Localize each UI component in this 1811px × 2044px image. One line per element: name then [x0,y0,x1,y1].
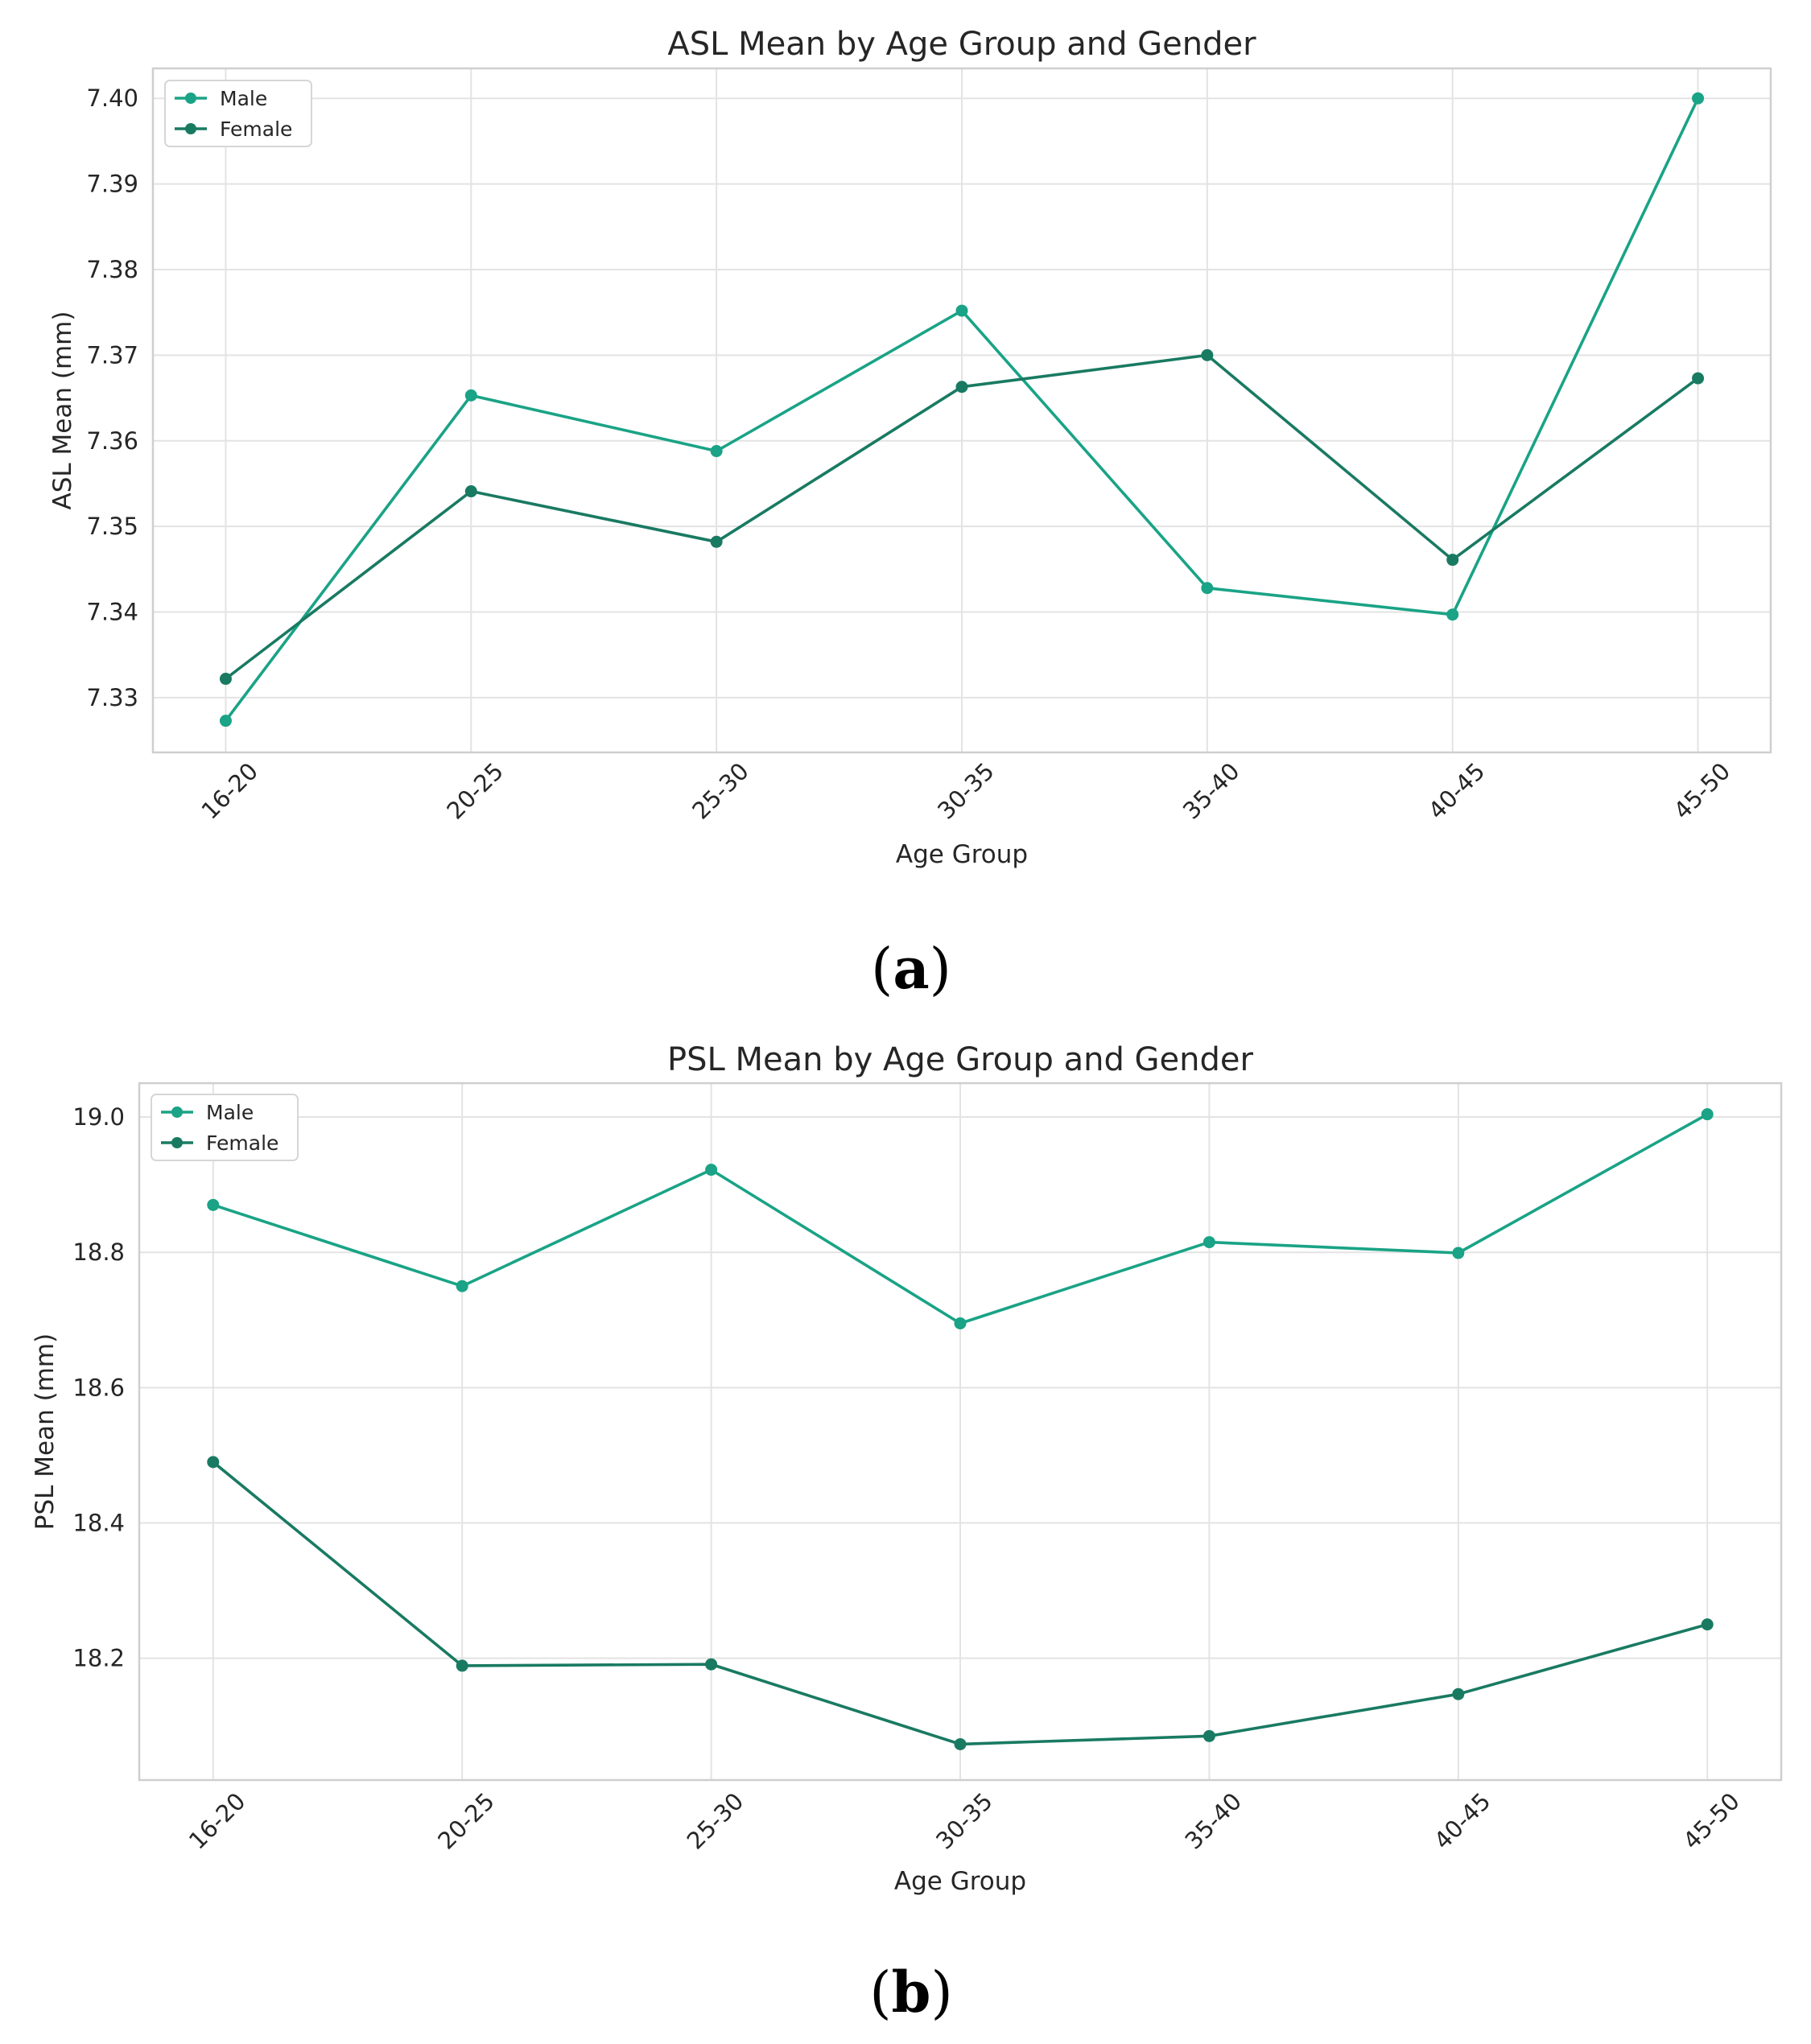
psl-grid [139,1083,1781,1780]
asl-female-point-16-20 [219,673,232,686]
asl-y-tick-label: 7.37 [86,341,138,369]
asl-legend-male-marker [185,93,196,104]
psl-y-tick-label: 18.6 [72,1374,125,1401]
asl-female-point-45-50 [1692,372,1705,385]
psl-female-point-40-45 [1452,1688,1465,1700]
asl-legend-male-label: Male [220,87,267,110]
asl-legend-female-marker [185,123,196,134]
asl-female-point-35-40 [1201,348,1214,361]
asl-male-point-35-40 [1201,582,1214,595]
psl-y-tick-labels: 18.2 18.4 18.6 18.8 19.0 [72,1103,125,1672]
asl-legend: Male Female [164,80,312,147]
asl-male-point-25-30 [710,445,723,458]
psl-female-point-45-50 [1701,1618,1714,1631]
psl-legend-female-marker [171,1137,183,1148]
psl-male-point-30-35 [954,1317,967,1329]
psl-male-point-20-25 [456,1280,468,1292]
asl-female-point-25-30 [710,535,723,548]
psl-female-point-16-20 [207,1456,220,1469]
psl-female-point-25-30 [705,1658,718,1671]
asl-legend-female-label: Female [220,117,292,141]
asl-y-tick-label: 7.33 [86,684,138,711]
psl-y-tick-label: 19.0 [72,1103,125,1131]
psl-female-point-35-40 [1203,1729,1215,1742]
asl-male-point-40-45 [1446,608,1459,621]
asl-x-axis-label: Age Group [896,840,1028,869]
asl-y-axis-label: ASL Mean (mm) [48,311,77,510]
psl-male-point-16-20 [207,1198,220,1211]
psl-x-axis-label: Age Group [894,1867,1026,1896]
psl-female-point-30-35 [954,1737,967,1750]
psl-panel-label: (b) [869,1959,953,2025]
asl-y-tick-label: 7.40 [86,84,138,112]
psl-y-tick-label: 18.4 [72,1510,125,1537]
asl-female-point-40-45 [1446,554,1459,567]
psl-plot-frame [138,1082,1783,1782]
asl-male-point-30-35 [955,304,968,317]
asl-grid [153,68,1771,752]
asl-y-tick-label: 7.35 [86,513,138,540]
psl-male-point-35-40 [1203,1236,1215,1249]
psl-male-point-25-30 [705,1164,718,1177]
asl-y-tick-label: 7.34 [86,599,138,626]
psl-legend-male-label: Male [206,1101,254,1124]
asl-y-tick-label: 7.36 [86,427,138,455]
psl-panel-letter: b [892,1959,931,2025]
asl-series-points [219,92,1705,727]
asl-plot-frame [151,67,1772,754]
asl-female-point-20-25 [464,485,477,498]
asl-male-point-16-20 [219,715,232,727]
psl-male-point-45-50 [1701,1108,1714,1121]
asl-panel-label: (a) [871,935,951,1002]
psl-y-tick-label: 18.8 [72,1238,125,1266]
asl-panel-letter: a [893,935,929,1002]
asl-female-point-30-35 [955,381,968,394]
asl-y-tick-label: 7.39 [86,171,138,198]
psl-series-points [207,1108,1714,1750]
psl-y-axis-label: PSL Mean (mm) [31,1333,60,1530]
psl-y-tick-label: 18.2 [72,1645,125,1672]
asl-male-point-20-25 [464,389,477,402]
psl-male-point-40-45 [1452,1247,1465,1259]
psl-female-point-20-25 [456,1659,468,1672]
psl-legend-female-label: Female [206,1131,278,1155]
asl-chart-title: ASL Mean by Age Group and Gender [667,26,1256,63]
psl-legend: Male Female [151,1094,299,1161]
psl-legend-male-marker [171,1106,183,1118]
psl-chart-title: PSL Mean by Age Group and Gender [667,1041,1253,1078]
asl-y-tick-labels: 7.33 7.34 7.35 7.36 7.37 7.38 7.39 7.40 [86,84,138,711]
asl-y-tick-label: 7.38 [86,256,138,283]
asl-male-point-45-50 [1692,92,1705,105]
